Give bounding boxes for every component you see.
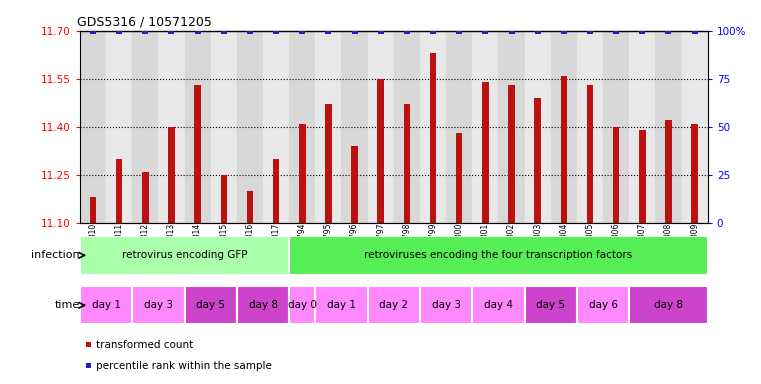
Bar: [132, 31, 158, 223]
Text: day 5: day 5: [196, 300, 225, 310]
Bar: [289, 236, 708, 275]
Bar: [456, 133, 463, 223]
Bar: [420, 286, 473, 324]
Bar: [655, 31, 682, 223]
Bar: [299, 124, 305, 223]
Bar: [273, 159, 279, 223]
Text: day 5: day 5: [537, 300, 565, 310]
Bar: [80, 236, 289, 275]
Text: day 3: day 3: [431, 300, 460, 310]
Bar: [86, 342, 91, 347]
Bar: [665, 120, 672, 223]
Bar: [237, 31, 263, 223]
Text: day 0: day 0: [288, 300, 317, 310]
Bar: [394, 31, 420, 223]
Text: time: time: [55, 300, 80, 310]
Bar: [289, 286, 315, 324]
Text: day 3: day 3: [144, 300, 173, 310]
Bar: [629, 286, 708, 324]
Bar: [639, 130, 645, 223]
Bar: [184, 31, 211, 223]
Bar: [142, 172, 148, 223]
Bar: [561, 76, 567, 223]
Bar: [368, 31, 394, 223]
Text: day 2: day 2: [379, 300, 409, 310]
Bar: [587, 85, 594, 223]
Bar: [430, 53, 436, 223]
Bar: [377, 79, 384, 223]
Bar: [158, 31, 185, 223]
Text: day 1: day 1: [91, 300, 120, 310]
Bar: [342, 31, 368, 223]
Bar: [473, 286, 524, 324]
Bar: [482, 82, 489, 223]
Bar: [168, 127, 175, 223]
Bar: [106, 31, 132, 223]
Bar: [352, 146, 358, 223]
Bar: [603, 31, 629, 223]
Bar: [692, 124, 698, 223]
Bar: [325, 104, 332, 223]
Bar: [184, 286, 237, 324]
Bar: [446, 31, 473, 223]
Text: day 8: day 8: [654, 300, 683, 310]
Bar: [315, 31, 342, 223]
Bar: [577, 286, 629, 324]
Text: day 8: day 8: [249, 300, 278, 310]
Bar: [473, 31, 498, 223]
Bar: [629, 31, 655, 223]
Bar: [80, 286, 132, 324]
Bar: [237, 286, 289, 324]
Text: infection: infection: [31, 250, 80, 260]
Text: retroviruses encoding the four transcription factors: retroviruses encoding the four transcrip…: [365, 250, 632, 260]
Text: day 6: day 6: [588, 300, 618, 310]
Bar: [420, 31, 446, 223]
Bar: [132, 286, 184, 324]
Bar: [86, 363, 91, 368]
Bar: [221, 175, 227, 223]
Bar: [577, 31, 603, 223]
Bar: [403, 104, 410, 223]
Bar: [289, 31, 315, 223]
Bar: [524, 286, 577, 324]
Bar: [368, 286, 420, 324]
Bar: [551, 31, 577, 223]
Bar: [682, 31, 708, 223]
Bar: [315, 286, 368, 324]
Bar: [524, 31, 551, 223]
Bar: [498, 31, 524, 223]
Bar: [534, 98, 541, 223]
Text: percentile rank within the sample: percentile rank within the sample: [96, 361, 272, 371]
Text: GDS5316 / 10571205: GDS5316 / 10571205: [77, 15, 212, 28]
Bar: [263, 31, 289, 223]
Bar: [80, 31, 106, 223]
Bar: [90, 197, 96, 223]
Text: retrovirus encoding GFP: retrovirus encoding GFP: [122, 250, 247, 260]
Bar: [116, 159, 123, 223]
Text: day 1: day 1: [327, 300, 356, 310]
Bar: [247, 191, 253, 223]
Text: transformed count: transformed count: [96, 339, 193, 350]
Bar: [211, 31, 237, 223]
Text: day 4: day 4: [484, 300, 513, 310]
Bar: [613, 127, 619, 223]
Bar: [194, 85, 201, 223]
Bar: [508, 85, 514, 223]
